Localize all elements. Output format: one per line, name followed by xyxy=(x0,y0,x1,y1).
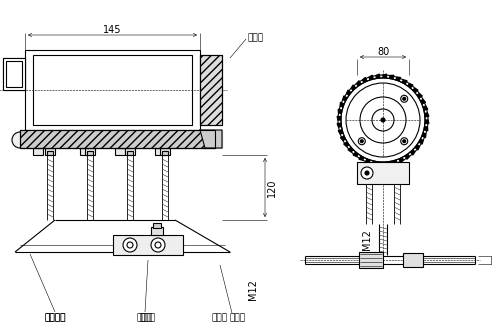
Bar xyxy=(20,130,215,148)
Polygon shape xyxy=(424,126,428,131)
Circle shape xyxy=(365,171,369,175)
Text: M12: M12 xyxy=(248,280,258,300)
Polygon shape xyxy=(340,102,344,107)
Polygon shape xyxy=(405,153,409,159)
Text: 80: 80 xyxy=(377,47,389,57)
Bar xyxy=(80,148,90,155)
Polygon shape xyxy=(416,93,422,98)
Circle shape xyxy=(12,132,28,148)
Circle shape xyxy=(341,78,425,162)
Polygon shape xyxy=(343,96,347,101)
Circle shape xyxy=(403,97,406,100)
Polygon shape xyxy=(338,130,344,134)
Bar xyxy=(87,151,93,155)
Polygon shape xyxy=(386,161,390,166)
Text: 145: 145 xyxy=(103,25,122,35)
Polygon shape xyxy=(376,74,380,80)
Polygon shape xyxy=(353,152,359,156)
Bar xyxy=(33,55,192,125)
Polygon shape xyxy=(340,136,346,140)
Bar xyxy=(153,223,161,228)
Circle shape xyxy=(400,95,408,102)
Polygon shape xyxy=(410,149,415,155)
Text: 水冷壳体: 水冷壳体 xyxy=(44,313,66,323)
Polygon shape xyxy=(359,156,365,160)
Polygon shape xyxy=(383,74,387,79)
Polygon shape xyxy=(420,99,426,104)
Text: M12: M12 xyxy=(362,229,372,250)
Circle shape xyxy=(338,75,428,165)
Circle shape xyxy=(123,238,137,252)
Polygon shape xyxy=(396,77,400,81)
Bar xyxy=(115,148,125,155)
Polygon shape xyxy=(415,144,419,150)
Bar xyxy=(127,151,133,155)
Text: 水冷壳体: 水冷壳体 xyxy=(44,313,66,323)
Polygon shape xyxy=(412,88,418,93)
Bar xyxy=(160,148,170,155)
Polygon shape xyxy=(379,161,383,166)
Polygon shape xyxy=(344,142,350,146)
Polygon shape xyxy=(419,139,423,144)
Bar xyxy=(6,61,22,87)
Polygon shape xyxy=(424,120,429,124)
Circle shape xyxy=(361,167,373,179)
Polygon shape xyxy=(346,90,351,96)
Bar xyxy=(47,151,53,155)
Polygon shape xyxy=(348,147,354,152)
Polygon shape xyxy=(351,85,356,91)
Circle shape xyxy=(151,238,165,252)
Text: 管接头: 管接头 xyxy=(230,313,246,323)
Polygon shape xyxy=(422,133,426,138)
Bar xyxy=(155,148,165,155)
Bar xyxy=(200,55,222,125)
Polygon shape xyxy=(422,106,428,110)
Circle shape xyxy=(403,140,406,143)
Circle shape xyxy=(400,138,408,145)
Polygon shape xyxy=(393,159,397,165)
Bar xyxy=(151,227,163,235)
Text: 120: 120 xyxy=(267,178,277,197)
Polygon shape xyxy=(337,123,342,127)
Text: 支持器: 支持器 xyxy=(137,313,153,323)
Polygon shape xyxy=(200,130,222,148)
Bar xyxy=(25,50,200,130)
Polygon shape xyxy=(363,78,367,83)
Bar xyxy=(20,130,215,148)
Bar xyxy=(162,151,168,155)
Text: 支持器: 支持器 xyxy=(140,313,156,323)
Text: 管接头: 管接头 xyxy=(212,313,228,323)
Circle shape xyxy=(358,138,365,145)
Circle shape xyxy=(381,118,385,122)
Polygon shape xyxy=(357,81,361,87)
Polygon shape xyxy=(399,157,403,163)
Bar xyxy=(200,55,222,125)
Bar xyxy=(85,148,95,155)
Bar xyxy=(357,162,409,184)
Bar xyxy=(125,148,135,155)
Polygon shape xyxy=(369,75,373,81)
Text: 风罩口: 风罩口 xyxy=(247,34,263,42)
Polygon shape xyxy=(401,80,407,84)
Polygon shape xyxy=(337,116,342,120)
Circle shape xyxy=(346,83,420,157)
Bar xyxy=(403,253,423,267)
Polygon shape xyxy=(338,109,342,114)
Polygon shape xyxy=(407,84,413,88)
Bar xyxy=(3,58,25,90)
Polygon shape xyxy=(366,159,370,163)
Circle shape xyxy=(360,140,363,143)
Bar xyxy=(3,58,25,90)
Bar xyxy=(45,148,55,155)
Polygon shape xyxy=(389,75,394,80)
Bar xyxy=(359,252,383,268)
Bar xyxy=(113,235,183,255)
Polygon shape xyxy=(424,113,429,117)
Bar xyxy=(33,148,43,155)
Polygon shape xyxy=(372,161,376,165)
